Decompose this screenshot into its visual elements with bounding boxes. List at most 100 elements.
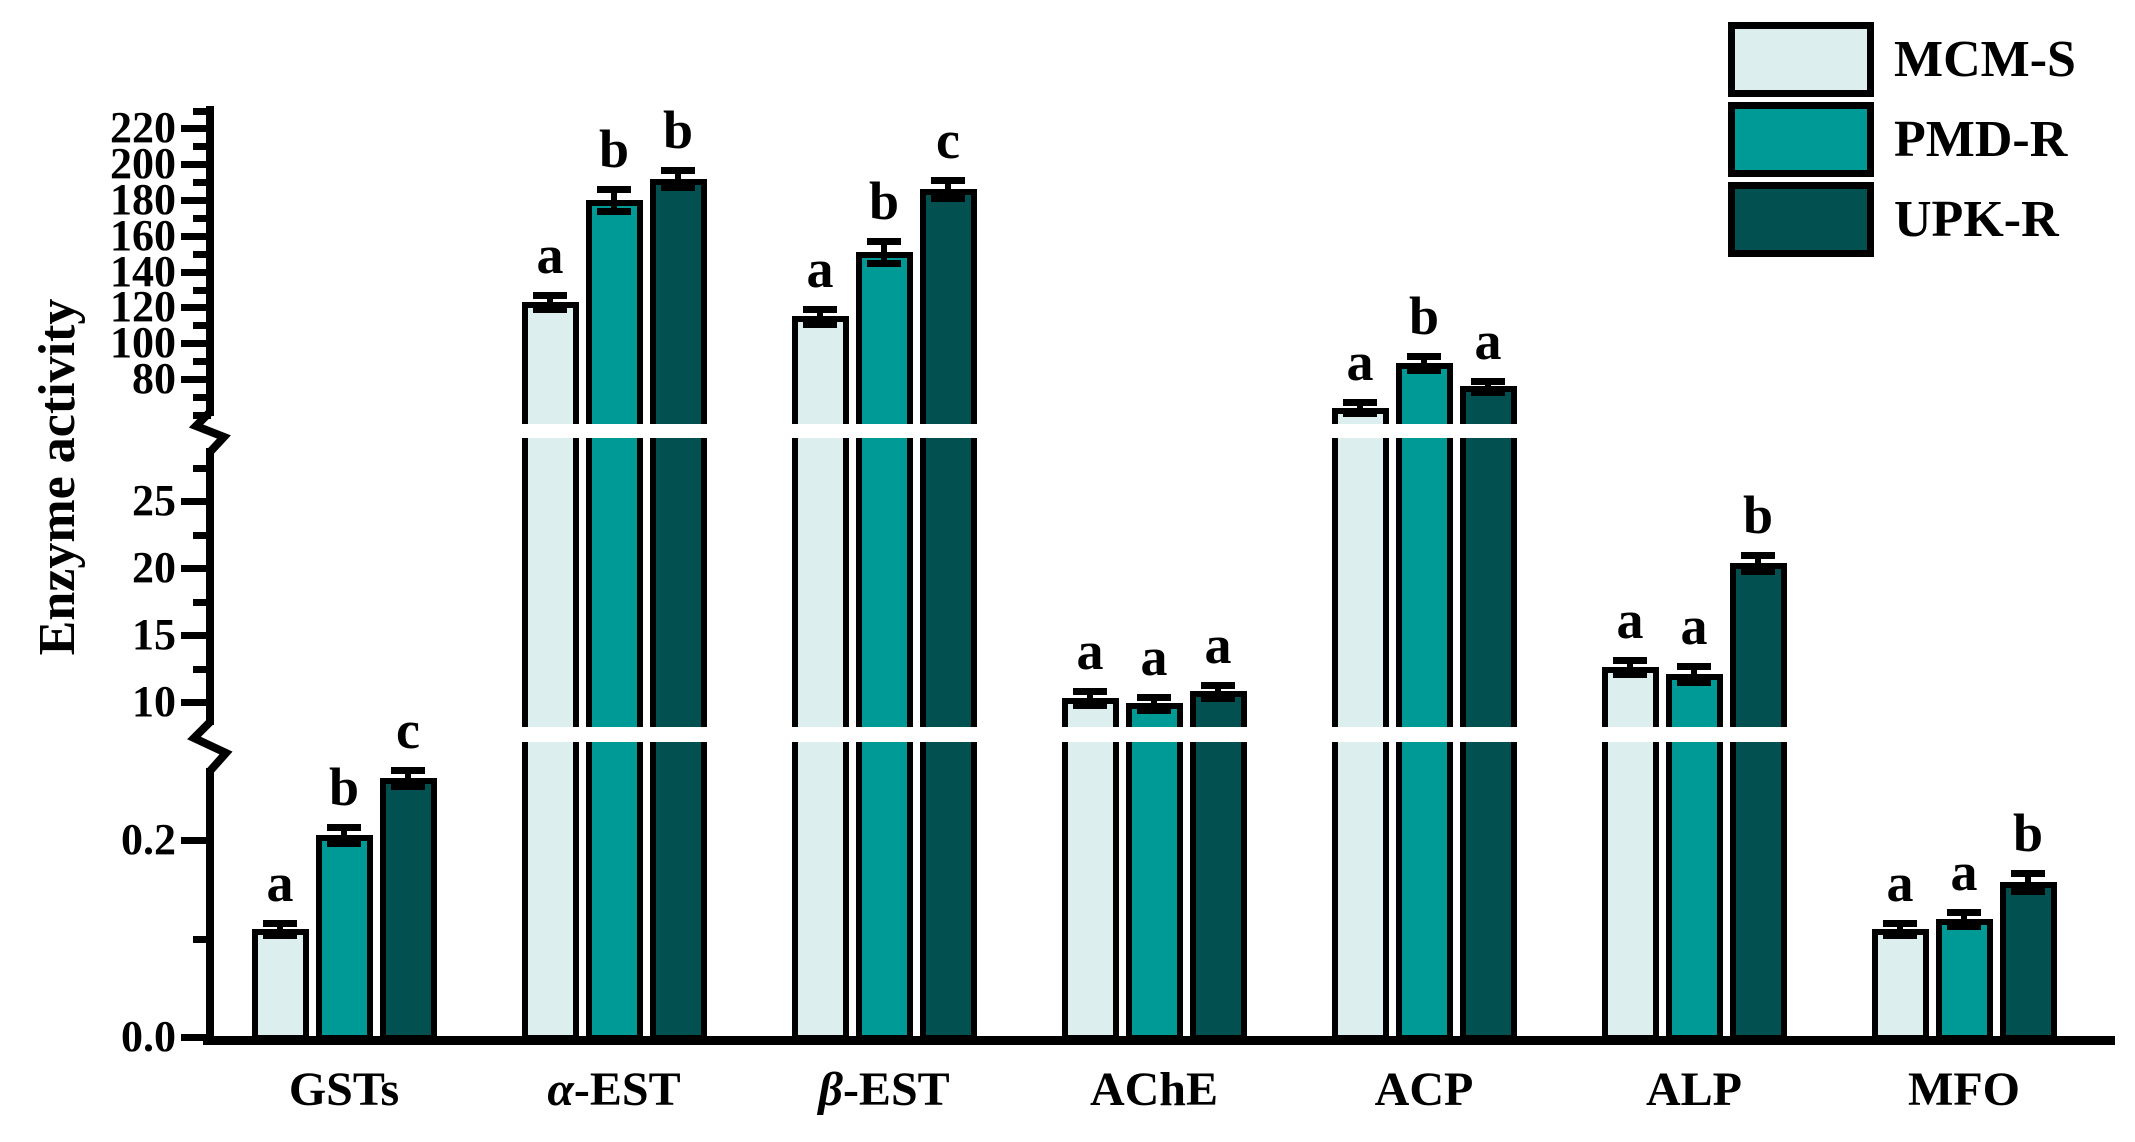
sig-letter-acp-pmd-r: b [1408,285,1440,346]
sig-letter-mfo-mcm-s: a [1886,852,1914,913]
y-axis-spine-top-segment [206,106,214,416]
legend-label-pmd-r: PMD-R [1894,111,2068,168]
error-bar-cap-lower [391,782,425,790]
error-bar-cap-lower [1407,367,1441,375]
error-bar-cap-lower [661,184,695,192]
error-bar-cap-upper [533,291,567,299]
legend-item-pmd-r: PMD-R [1728,102,2076,177]
error-bar-cap-lower [803,320,837,328]
error-bar-cap-upper [803,306,837,314]
axis-break-zigzag-lower [187,719,233,774]
legend-label-mcm-s: MCM-S [1894,31,2076,88]
sig-letter-a-est-mcm-s: a [536,224,564,285]
y-axis-spine-middle-segment [206,448,214,725]
y-tick-minor [193,214,211,222]
sig-letter-ache-upk-r: a [1204,614,1232,675]
error-bar-alp-upk-r [1755,554,1761,571]
error-bar-cap-lower [1613,670,1647,678]
y-tick-label: 20 [132,543,176,592]
legend-swatch-mcm-s [1728,22,1874,97]
error-bar-b-est-mcm-s [817,309,823,324]
sig-letter-gsts-pmd-r: b [328,757,360,818]
error-bar-b-est-pmd-r [881,241,887,263]
y-tick-label: 15 [132,610,176,659]
error-bar-cap-lower [1073,701,1107,709]
y-tick-minor [193,464,211,472]
y-tick-major [181,197,211,204]
error-bar-cap-upper [1407,352,1441,360]
error-bar-cap-lower [1343,410,1377,417]
legend-label-upk-r: UPK-R [1894,191,2059,248]
y-tick-label: 80 [132,354,176,403]
bar-ache-mcm-s [1061,697,1119,1041]
axis-break-zigzag-upper [188,409,231,455]
y-tick-major [181,837,211,844]
bar-b-est-pmd-r [855,251,913,1041]
error-bar-cap-upper [1137,693,1171,701]
legend-item-mcm-s: MCM-S [1728,22,2076,97]
bar-alp-upk-r [1729,562,1787,1041]
y-tick-major [181,565,211,572]
error-bar-cap-upper [661,166,695,174]
y-tick-minor [193,393,211,401]
y-tick-label: 10 [132,677,176,726]
sig-letter-acp-mcm-s: a [1346,332,1374,393]
error-bar-cap-upper [1883,919,1917,927]
y-tick-minor [193,358,211,366]
error-bar-cap-upper [1613,657,1647,665]
x-label-text-part: AChE [1089,1063,1219,1116]
sig-letter-ache-mcm-s: a [1076,621,1104,682]
x-label-text-part: ALP [1646,1063,1742,1116]
error-bar-cap-upper [1073,688,1107,696]
y-tick-major [181,125,211,133]
y-tick-label: 160 [110,210,176,260]
y-tick-minor [193,665,211,673]
y-tick-label: 25 [132,476,176,525]
y-tick-label: 0.2 [121,815,176,864]
error-bar-cap-lower [1137,707,1171,715]
y-tick-minor [193,250,211,258]
error-bar-ache-pmd-r [1151,696,1157,711]
error-bar-cap-upper [931,177,965,185]
error-bar-mfo-mcm-s [1897,922,1903,935]
x-label-alp: ALP [1534,1062,1854,1118]
error-bar-cap-lower [597,207,631,215]
y-tick-major [181,232,211,240]
error-bar-cap-upper [391,767,425,775]
x-axis-spine [203,1036,2115,1045]
error-bar-cap-lower [1201,694,1235,702]
error-bar-cap-upper [1947,908,1981,916]
error-bar-cap-lower [2011,888,2045,896]
error-bar-cap-lower [867,259,901,267]
y-tick-major [181,498,211,505]
error-bar-ache-upk-r [1215,684,1221,698]
error-bar-cap-lower [533,306,567,314]
x-label-a-est: α-EST [454,1062,774,1118]
x-label-text-part: GSTs [288,1063,400,1116]
sig-letter-b-est-pmd-r: b [868,171,900,232]
sig-letter-a-est-upk-r: b [662,99,694,160]
error-bar-cap-lower [327,839,361,847]
y-tick-major [181,340,211,348]
y-tick-minor [193,531,211,539]
bar-mfo-upk-r [1999,882,2057,1041]
error-bar-mfo-pmd-r [1961,911,1967,926]
x-label-greek-part: β [818,1063,843,1116]
y-tick-label: 140 [110,246,176,296]
sig-letter-alp-mcm-s: a [1616,590,1644,651]
error-bar-cap-upper [263,919,297,927]
sig-letter-alp-upk-r: b [1742,484,1774,545]
sig-letter-acp-upk-r: a [1474,310,1502,371]
x-label-greek-part: α [547,1063,574,1116]
error-bar-cap-lower [1947,922,1981,930]
y-axis-spine-bottom-segment [206,768,214,1041]
sig-letter-b-est-upk-r: c [936,110,960,171]
bar-acp-upk-r [1459,386,1517,1041]
error-bar-a-est-upk-r [675,169,681,188]
y-tick-minor [193,598,211,606]
x-label-text-part: MFO [1908,1063,2020,1116]
error-bar-cap-lower [931,195,965,203]
y-tick-major [181,699,211,706]
y-tick-label: 200 [110,139,176,189]
